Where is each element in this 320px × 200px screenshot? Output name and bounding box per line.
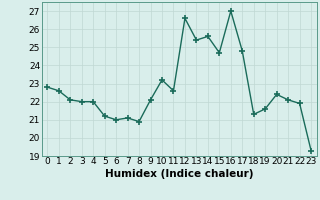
- X-axis label: Humidex (Indice chaleur): Humidex (Indice chaleur): [105, 169, 253, 179]
